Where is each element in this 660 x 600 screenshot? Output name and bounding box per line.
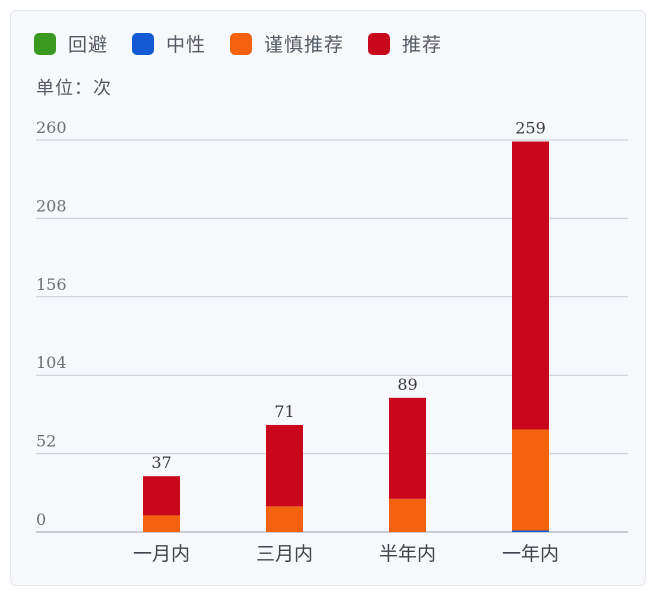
legend-label: 回避 <box>68 34 109 56</box>
bar-segment <box>512 141 549 430</box>
legend-swatch <box>230 32 253 55</box>
bar-segment <box>143 515 180 532</box>
y-tick-label: 156 <box>36 275 67 294</box>
legend-label: 推荐 <box>402 34 443 56</box>
legend-swatch <box>34 32 56 55</box>
x-category-label: 半年内 <box>379 543 436 565</box>
y-tick-label: 260 <box>36 118 67 137</box>
bar-total-label: 71 <box>274 402 294 421</box>
legend-swatch <box>132 32 155 55</box>
legend: 回避 中性 谨慎推荐 推荐 <box>34 30 442 57</box>
bar-segment <box>389 498 426 532</box>
bar-segment <box>143 476 180 516</box>
bar-segment <box>266 506 303 532</box>
unit-label: 单位：次 <box>36 78 112 99</box>
legend-item[interactable]: 中性 <box>132 30 206 57</box>
x-category-label: 一年内 <box>502 543 559 565</box>
y-tick-label: 0 <box>36 510 46 529</box>
bar-segment <box>389 397 426 499</box>
bar-total-label: 37 <box>151 453 171 472</box>
legend-label: 谨慎推荐 <box>264 34 345 56</box>
y-tick-label: 104 <box>36 353 67 372</box>
legend-label: 中性 <box>166 34 207 56</box>
legend-swatch <box>368 32 391 55</box>
legend-item[interactable]: 推荐 <box>368 30 442 57</box>
legend-item[interactable]: 谨慎推荐 <box>230 30 344 57</box>
bar-segment <box>512 530 549 532</box>
x-category-label: 三月内 <box>256 543 313 565</box>
x-category-label: 一月内 <box>133 543 190 565</box>
bar-total-label: 89 <box>397 375 417 394</box>
bar-segment <box>266 424 303 507</box>
bar-segment <box>512 429 549 531</box>
y-tick-label: 208 <box>36 196 67 215</box>
legend-item[interactable]: 回避 <box>34 30 108 57</box>
bar-total-label: 259 <box>515 119 546 138</box>
y-tick-label: 52 <box>36 432 56 451</box>
